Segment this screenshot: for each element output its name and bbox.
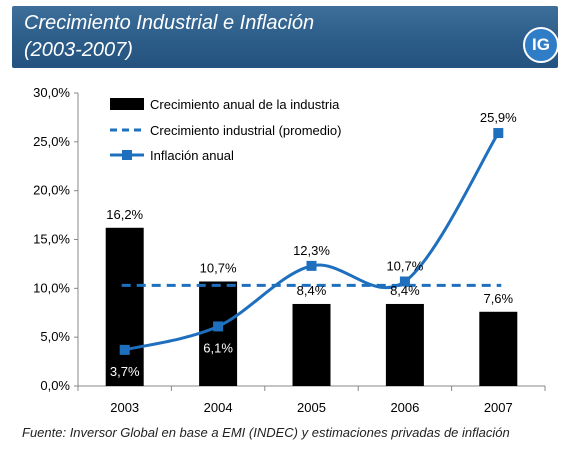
chart-title: Crecimiento Industrial e Inflación [24,12,315,34]
inflation-point [119,344,130,355]
y-tick-label: 15,0% [33,232,70,247]
bar-series [105,227,518,386]
bar-value-label: 10,7% [200,260,237,275]
bar-value-label: 8,4% [297,283,327,298]
inflation-value-label: 6,1% [203,340,233,355]
chart-legend: Crecimiento anual de la industria Crecimi… [110,97,341,163]
y-tick-label: 0,0% [40,378,70,393]
bar [385,303,424,386]
bar-value-label: 16,2% [106,207,143,222]
inflation-value-label: 3,7% [110,364,140,379]
ig-logo-badge: IG [523,27,559,63]
y-tick-label: 25,0% [33,134,70,149]
y-tick-label: 30,0% [33,85,70,100]
inflation-point [399,276,410,287]
x-tick-label: 2003 [110,400,139,415]
y-tick-label: 10,0% [33,280,70,295]
inflation-point [213,321,224,332]
legend-label-inflation: Inflación anual [150,148,234,163]
y-tick-label: 5,0% [40,329,70,344]
bar [105,227,144,386]
y-tick-label: 20,0% [33,183,70,198]
source-note: Fuente: Inversor Global en base a EMI (I… [22,425,510,440]
chart-header: Crecimiento Industrial e Inflación (2003… [12,6,559,68]
x-tick-label: 2007 [484,400,513,415]
legend-swatch-bar [110,98,144,110]
inflation-value-label: 25,9% [480,110,517,125]
data-labels: 16,2% 10,7% 8,4% 8,4% 7,6% 3,7% 6,1% 12,3% 10,7%… [106,110,517,379]
bar [479,311,518,386]
legend-label-average: Crecimiento industrial (promedio) [150,123,341,138]
inflation-series [119,128,504,355]
x-tick-label: 2006 [390,400,419,415]
x-tick-label: 2004 [204,400,233,415]
inflation-point [306,260,317,271]
bar-value-label: 7,6% [483,291,513,306]
legend-label-bar: Crecimiento anual de la industria [150,97,340,112]
inflation-value-label: 10,7% [386,258,423,273]
legend-marker-inflation [122,150,132,160]
x-tick-label: 2005 [297,400,326,415]
chart-subtitle: (2003-2007) [24,39,133,61]
inflation-line [124,132,500,352]
bar-value-label: 8,4% [390,283,420,298]
inflation-value-label: 12,3% [293,243,330,258]
inflation-point [493,128,504,139]
bar [292,303,331,386]
bar [199,281,238,386]
